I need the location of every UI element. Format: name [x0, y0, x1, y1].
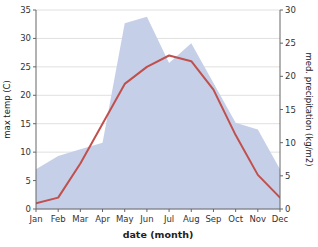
y-tick: [33, 123, 36, 124]
y2-tick-label: 10: [285, 138, 296, 148]
x-tick: [80, 209, 81, 212]
x-tick-label: Jul: [163, 214, 174, 224]
x-tick: [213, 209, 214, 212]
y-tick-label: 0: [26, 204, 31, 214]
y-tick: [33, 209, 36, 210]
y-tick: [33, 66, 36, 67]
y2-tick-label: 0: [285, 204, 290, 214]
y-tick-label: 15: [20, 119, 31, 129]
grid-line: [36, 209, 280, 210]
x-tick-label: Mar: [72, 214, 89, 224]
x-tick: [102, 209, 103, 212]
axes: JanFebMarAprMayJunJulAugSepOctNovDec0510…: [20, 5, 296, 224]
y-tick-label: 25: [20, 62, 31, 72]
y2-tick: [280, 76, 283, 77]
x-tick-label: Oct: [228, 214, 243, 224]
x-tick-label: Jun: [139, 214, 153, 224]
x-tick: [191, 209, 192, 212]
x-tick: [235, 209, 236, 212]
x-tick-label: May: [116, 214, 134, 224]
x-tick-label: Sep: [205, 214, 221, 224]
x-tick-label: Jan: [28, 214, 42, 224]
grid-line: [36, 10, 280, 11]
y2-tick: [280, 10, 283, 11]
y-tick-label: 35: [20, 5, 31, 15]
y2-tick: [280, 142, 283, 143]
y2-tick-label: 20: [285, 71, 296, 81]
y2-tick-label: 30: [285, 5, 296, 15]
y2-tick: [280, 109, 283, 110]
y-tick: [33, 38, 36, 39]
x-tick-label: Nov: [250, 214, 267, 224]
x-tick-label: Apr: [95, 214, 110, 224]
grid-line: [36, 38, 280, 39]
y-tick-label: 20: [20, 90, 31, 100]
x-tick: [58, 209, 59, 212]
x-axis-line: [36, 209, 280, 210]
y-tick-label: 10: [20, 147, 31, 157]
y2-tick: [280, 175, 283, 176]
y2-tick: [280, 209, 283, 210]
x-tick-label: Feb: [51, 214, 66, 224]
y-tick: [33, 10, 36, 11]
x-tick: [124, 209, 125, 212]
y2-axis-label: med. precipitation (kg/m2): [304, 52, 314, 166]
chart: JanFebMarAprMayJunJulAugSepOctNovDec0510…: [0, 0, 318, 247]
y-axis-label: max temp (C): [2, 80, 12, 139]
x-tick: [257, 209, 258, 212]
y-tick: [33, 152, 36, 153]
x-tick: [146, 209, 147, 212]
grid: [36, 10, 280, 209]
y-axis-line: [36, 10, 37, 209]
y-tick: [33, 180, 36, 181]
y2-tick-label: 25: [285, 38, 296, 48]
x-tick-label: Dec: [272, 214, 289, 224]
precipitation-area: [36, 17, 280, 209]
y-tick-label: 30: [20, 33, 31, 43]
y2-tick-label: 15: [285, 105, 296, 115]
y2-tick-label: 5: [285, 171, 290, 181]
plot-area: [36, 17, 280, 209]
temperature-line: [36, 55, 280, 203]
y2-tick: [280, 43, 283, 44]
y-tick: [33, 95, 36, 96]
x-tick: [169, 209, 170, 212]
x-axis-label: date (month): [123, 229, 194, 240]
x-tick-label: Aug: [183, 214, 200, 224]
y-tick-label: 5: [26, 176, 31, 186]
